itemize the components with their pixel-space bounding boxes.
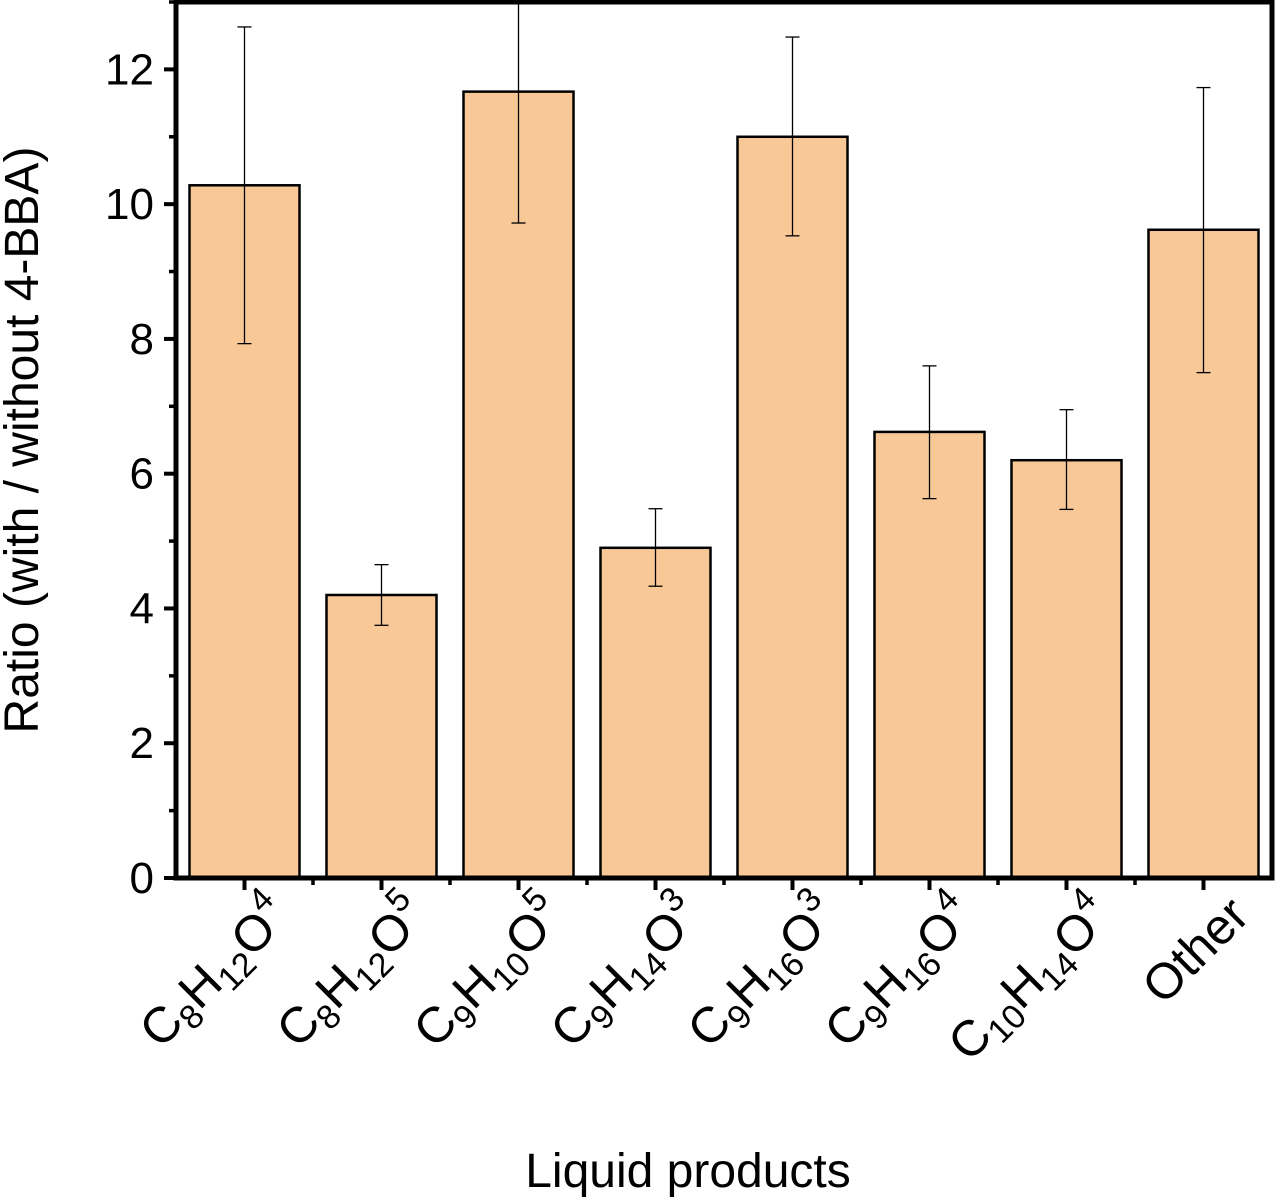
bar-4 xyxy=(599,546,712,880)
x-category-label: C8H12O4 xyxy=(122,880,305,1063)
y-tick-labels: 0 2 4 6 8 10 12 xyxy=(105,45,154,903)
y-tick-label: 6 xyxy=(130,450,154,499)
y-tick-label: 2 xyxy=(130,719,154,768)
x-category-label: C9H14O3 xyxy=(533,880,716,1063)
x-category-label: C9H16O3 xyxy=(670,880,853,1063)
error-bars-layer xyxy=(237,1,1211,626)
error-bar-5 xyxy=(785,36,800,237)
x-axis-title: Liquid products xyxy=(525,1145,851,1198)
x-category-label: C8H12O5 xyxy=(259,880,442,1063)
x-category-label: C9H10O5 xyxy=(396,880,579,1063)
error-bar-7 xyxy=(1059,409,1074,511)
formula-element: Other xyxy=(1131,886,1259,1014)
error-bar-8 xyxy=(1196,86,1211,374)
y-tick-label: 10 xyxy=(105,180,154,229)
error-bar-1 xyxy=(237,26,252,345)
bar-5 xyxy=(736,135,849,880)
y-tick-label: 4 xyxy=(130,584,154,633)
x-tick-labels: C8H12O4C8H12O5C9H10O5C9H14O3C9H16O3C9H16… xyxy=(122,880,1260,1071)
axis-ticks-layer xyxy=(164,0,1206,890)
error-bar-2 xyxy=(374,564,389,626)
bars-layer xyxy=(188,90,1260,880)
error-bar-4 xyxy=(648,508,663,587)
bar-7 xyxy=(1010,458,1123,880)
y-tick-label: 0 xyxy=(130,854,154,903)
y-tick-label: 8 xyxy=(130,315,154,364)
error-bar-6 xyxy=(922,365,937,500)
y-tick-label: 12 xyxy=(105,45,154,94)
y-axis-title: Ratio (with / without 4-BBA) xyxy=(0,147,49,734)
bar-2 xyxy=(325,593,438,880)
x-category-label: Other xyxy=(1131,886,1259,1014)
